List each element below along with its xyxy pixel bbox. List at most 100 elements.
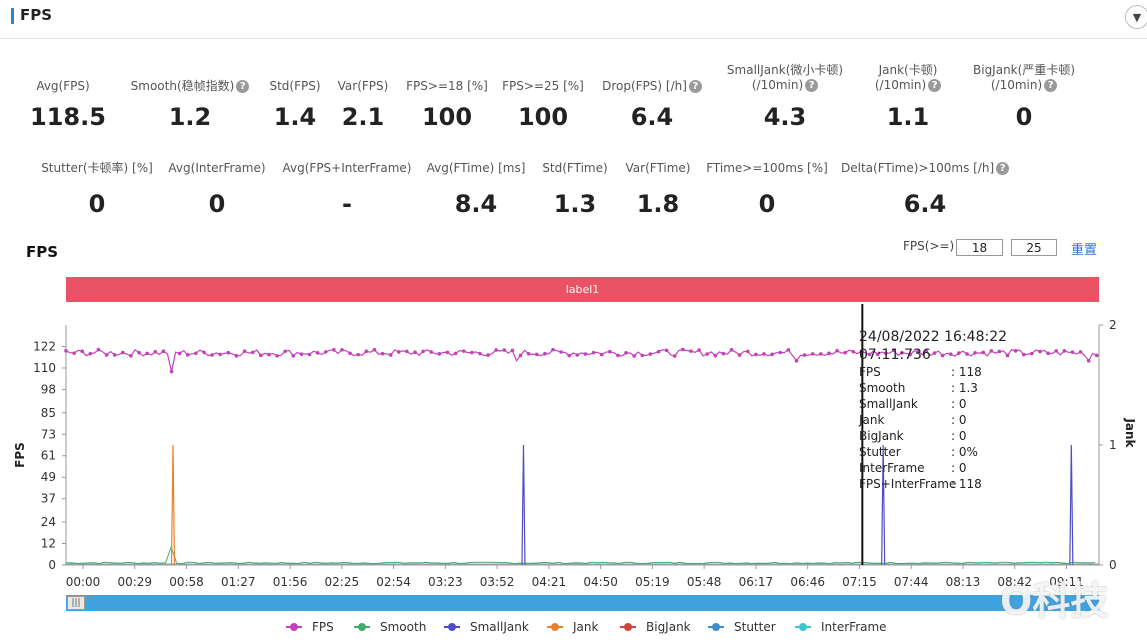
fps-point — [616, 353, 620, 358]
fps-point — [429, 350, 434, 354]
x-tick-label: 07:15 — [842, 575, 877, 589]
legend-swatch — [708, 623, 724, 631]
help-icon[interactable]: ? — [805, 79, 819, 92]
stat-avg-fps: Avg(FPS) 118.5 — [30, 79, 106, 132]
reset-button[interactable]: 重置 — [1071, 243, 1098, 258]
zoom-slider[interactable] — [66, 595, 1099, 611]
tooltip-key: BigJank — [859, 429, 904, 443]
stat-label: Delta(FTime)>100ms [/h]? — [841, 161, 1010, 176]
fps-point — [729, 348, 734, 352]
fps-point — [591, 350, 596, 355]
fps-threshold-input-1[interactable] — [956, 239, 1003, 256]
legend-item-smooth[interactable]: Smooth — [354, 620, 426, 634]
fps-point — [283, 349, 287, 354]
fps-point — [754, 352, 758, 357]
legend-swatch — [286, 623, 302, 631]
stat-value: 6.4 — [630, 103, 674, 131]
fps-point — [835, 348, 839, 353]
legend-item-smalljank[interactable]: SmallJank — [444, 620, 529, 634]
help-icon[interactable]: ? — [928, 79, 942, 92]
fps-point — [656, 349, 661, 354]
legend-swatch — [547, 623, 563, 631]
fps-point — [332, 348, 336, 352]
fps-point — [932, 351, 937, 355]
fps-point — [827, 351, 831, 356]
fps-point — [883, 351, 888, 356]
y2-axis-title: Jank — [1123, 417, 1137, 448]
legend-label: FPS — [312, 620, 334, 634]
help-icon[interactable]: ? — [1044, 79, 1058, 92]
stat-label-unit: (/10min)? — [718, 78, 852, 93]
stat-label: FPS>=18 [%] — [406, 79, 488, 93]
legend-item-bigjank[interactable]: BigJank — [620, 620, 691, 634]
tooltip-key: InterFrame — [859, 461, 925, 475]
help-icon[interactable]: ? — [688, 80, 702, 93]
y-tick-label: 110 — [33, 361, 56, 375]
stat-fps-18: FPS>=18 [%] 100 — [405, 79, 489, 132]
legend-item-jank[interactable]: Jank — [547, 620, 598, 634]
stat-label: Var(FPS) — [337, 79, 389, 93]
fps-point — [802, 353, 807, 357]
stat-std-ftime: Std(FTime) 1.3 — [540, 161, 610, 219]
fps-point — [510, 348, 515, 353]
fps-point — [323, 350, 328, 354]
stat-value: 6.4 — [903, 190, 947, 218]
fps-point — [234, 354, 239, 358]
tooltip-key: SmallJank — [859, 397, 918, 411]
fps-threshold-input-2[interactable] — [1011, 239, 1057, 256]
stat-label: BigJank(严重卡顿) — [973, 63, 1075, 77]
fps-point — [648, 352, 653, 356]
fps-point — [242, 349, 247, 353]
collapse-button[interactable]: ▼ — [1125, 5, 1147, 29]
fps-point — [340, 348, 344, 352]
y-tick-label: 49 — [41, 470, 56, 484]
fps-point — [843, 350, 847, 355]
fps-point — [908, 352, 912, 357]
stat-avg-interframe: Avg(InterFrame) 0 — [166, 161, 268, 219]
x-tick-label: 05:19 — [635, 575, 670, 589]
stat-label: Avg(FTime) [ms] — [426, 161, 526, 175]
fps-point — [112, 353, 117, 357]
legend-item-stutter[interactable]: Stutter — [708, 620, 776, 634]
x-tick-label: 08:13 — [946, 575, 981, 589]
x-tick-label: 05:48 — [687, 575, 722, 589]
fps-point — [997, 349, 1002, 354]
fps-point — [364, 349, 369, 354]
fps-point — [916, 349, 921, 354]
fps-point — [356, 352, 360, 357]
fps-point — [1094, 353, 1099, 358]
fps-point — [948, 352, 953, 356]
legend-label: Stutter — [734, 620, 776, 634]
fps-point — [794, 359, 799, 363]
y-tick-label: 85 — [41, 406, 56, 420]
legend-item-fps[interactable]: FPS — [286, 620, 334, 634]
y-tick-label: 98 — [41, 382, 56, 396]
fps-point — [534, 352, 539, 357]
fps-point — [96, 347, 101, 352]
fps-point — [526, 351, 531, 356]
fps-point — [80, 349, 85, 354]
stat-label-unit: (/10min)? — [862, 78, 954, 93]
stat-big-jank: BigJank(严重卡顿) (/10min)? 0 — [962, 63, 1086, 132]
stat-value: 0 — [208, 190, 226, 218]
label-band[interactable]: label1 — [66, 277, 1099, 302]
fps-point — [380, 351, 385, 356]
stat-value: 0 — [758, 190, 776, 218]
fps-point — [1054, 349, 1059, 353]
help-icon[interactable]: ? — [236, 80, 250, 93]
y2-tick-label: 2 — [1109, 318, 1117, 332]
legend-item-interframe[interactable]: InterFrame — [795, 620, 887, 634]
x-tick-label: 07:44 — [894, 575, 929, 589]
x-tick-label: 04:21 — [532, 575, 567, 589]
fps-point — [348, 351, 352, 356]
fps-point — [153, 349, 158, 354]
x-tick-label: 04:50 — [583, 575, 618, 589]
fps-point — [900, 350, 904, 355]
fps-point — [258, 353, 263, 358]
fps-point — [697, 348, 701, 352]
drag-handle-icon[interactable]: ||| — [67, 596, 85, 610]
help-icon[interactable]: ? — [996, 162, 1010, 175]
legend-label: Smooth — [380, 620, 427, 634]
fps-point — [705, 352, 709, 356]
